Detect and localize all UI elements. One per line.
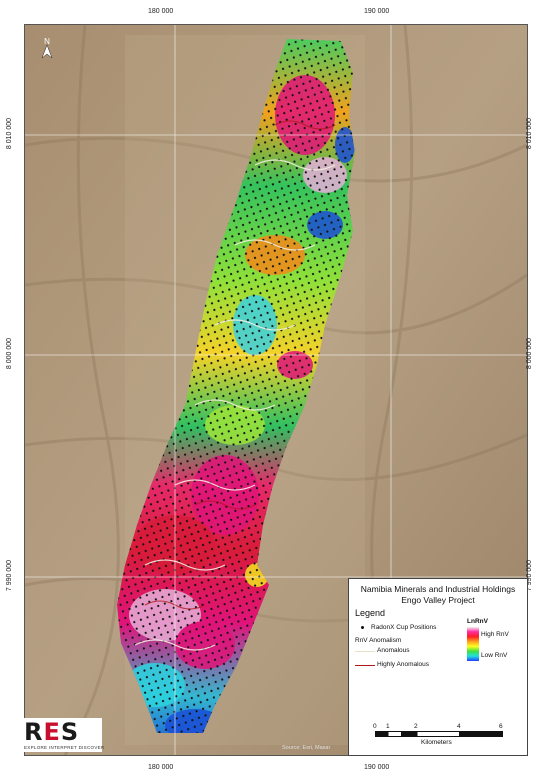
right-tick-label: 8 000 000 bbox=[526, 337, 534, 370]
logo-wordmark: RES bbox=[24, 718, 79, 746]
left-tick-label: 7 990 000 bbox=[6, 559, 14, 592]
scale-tick-label: 4 bbox=[457, 723, 461, 730]
legend-title: Namibia Minerals and Industrial Holdings bbox=[360, 584, 516, 594]
high-rnv-label: High RnV bbox=[481, 631, 509, 638]
bottom-tick-label: 190 000 bbox=[364, 764, 390, 771]
scale-tick-label: 0 bbox=[373, 723, 377, 730]
logo-letter-r: R bbox=[24, 718, 44, 746]
logo-letter-s: S bbox=[60, 718, 80, 746]
left-tick-label: 8 000 000 bbox=[6, 337, 14, 370]
highly-anomalous-label: Highly Anomalous bbox=[377, 661, 430, 668]
low-rnv-label: Low RnV bbox=[481, 652, 508, 659]
legend-panel: Namibia Minerals and Industrial Holdings… bbox=[348, 578, 528, 756]
anomalous-label: Anomalous bbox=[377, 647, 410, 654]
source-attribution: Source: Esri, Maxar bbox=[282, 745, 331, 751]
rnv-color-ramp bbox=[467, 627, 479, 661]
scale-tick-label: 6 bbox=[499, 723, 503, 730]
logo-letter-e: E bbox=[43, 718, 61, 746]
lnrnv-label: LnRnV bbox=[467, 618, 488, 625]
radonx-dot-icon bbox=[361, 626, 364, 629]
legend-heading: Legend bbox=[355, 608, 386, 618]
top-tick-label: 190 000 bbox=[364, 8, 390, 15]
anomalism-label: RnV Anomalism bbox=[355, 637, 402, 644]
map-canvas[interactable] bbox=[24, 24, 528, 756]
map-image bbox=[25, 25, 527, 755]
scale-bar bbox=[375, 731, 503, 737]
top-tick-label: 180 000 bbox=[148, 8, 174, 15]
highly-anomalous-line-icon bbox=[355, 665, 375, 666]
north-label: N bbox=[44, 37, 50, 46]
scale-tick-label: 1 bbox=[386, 723, 390, 730]
anomalous-line-icon bbox=[355, 651, 375, 652]
scale-unit-label: Kilometers bbox=[421, 739, 452, 746]
scale-tick-label: 2 bbox=[414, 723, 418, 730]
logo-tagline: EXPLORE INTERPRET DISCOVER bbox=[24, 745, 105, 750]
left-tick-label: 8 010 000 bbox=[6, 117, 14, 150]
legend-subtitle: Engo Valley Project bbox=[401, 595, 475, 605]
right-tick-label: 8 010 000 bbox=[526, 117, 534, 150]
radonx-label: RadonX Cup Positions bbox=[371, 624, 437, 631]
north-arrow-icon: N bbox=[38, 36, 56, 60]
res-logo: RES EXPLORE INTERPRET DISCOVER bbox=[20, 718, 105, 752]
bottom-tick-label: 180 000 bbox=[148, 764, 174, 771]
